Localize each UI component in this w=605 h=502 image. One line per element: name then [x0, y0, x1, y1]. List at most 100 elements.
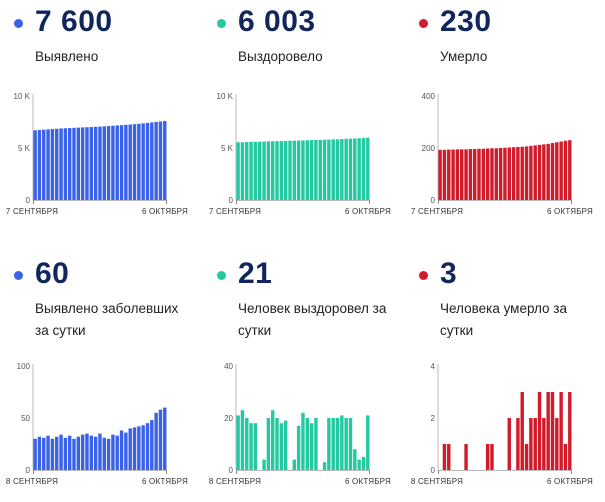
- bar: [119, 430, 124, 470]
- y-tick-label: 4: [431, 362, 436, 371]
- daily-number: 60: [35, 257, 70, 290]
- bar: [494, 148, 499, 200]
- bar: [93, 126, 98, 200]
- bar: [524, 146, 529, 200]
- bar: [111, 434, 115, 470]
- panel-recovered-daily: 21 Человек выздоровел за сутки 40 20 0 8 СЕ…: [203, 252, 403, 502]
- bar: [106, 438, 111, 470]
- bar: [507, 147, 511, 200]
- total-number: 230: [440, 5, 492, 38]
- bar: [503, 147, 507, 200]
- bar: [464, 149, 468, 200]
- bar: [55, 436, 59, 470]
- bar: [340, 139, 344, 200]
- bar: [550, 143, 555, 200]
- bar: [50, 438, 55, 470]
- metric-label: Выявлено: [35, 49, 99, 64]
- chart-cases-daily: 100 50 0 8 СЕНТЯБРЯ 6 ОКТЯБРЯ: [6, 362, 188, 486]
- y-tick-label: 0: [26, 196, 31, 205]
- bar: [348, 418, 353, 470]
- metric-label: Умерло: [440, 49, 488, 64]
- bar: [111, 125, 115, 200]
- metric-label: Человека умерло за сутки: [440, 301, 568, 338]
- total-number: 7 600: [35, 5, 113, 38]
- bar: [335, 139, 340, 200]
- x-tick-label-start: 7 СЕНТЯБРЯ: [6, 207, 58, 216]
- bar: [72, 438, 76, 470]
- bar: [309, 140, 314, 200]
- bar: [292, 140, 297, 200]
- metric-label: Выздоровело: [238, 49, 323, 64]
- y-tick-label: 5 K: [18, 144, 31, 153]
- y-tick-label: 0: [229, 196, 234, 205]
- daily-number: 21: [238, 257, 273, 290]
- bar: [102, 126, 106, 200]
- bar: [555, 418, 559, 470]
- bar: [361, 137, 366, 200]
- bar: [361, 457, 366, 470]
- bar: [542, 144, 546, 200]
- chart-recovered-daily: 40 20 0 8 СЕНТЯБРЯ 6 ОКТЯБРЯ: [209, 362, 391, 486]
- y-tick-label: 5 K: [221, 144, 234, 153]
- bar: [537, 392, 542, 470]
- legend-dot-icon: [217, 18, 226, 28]
- bar: [124, 432, 128, 470]
- bar: [520, 392, 524, 470]
- bar: [568, 140, 572, 200]
- x-tick-label-end: 6 ОКТЯБРЯ: [345, 207, 391, 216]
- bar: [42, 437, 46, 470]
- bar: [546, 143, 550, 200]
- bar: [102, 437, 106, 470]
- bar: [563, 444, 568, 470]
- y-tick-label: 0: [229, 466, 234, 475]
- bar: [145, 122, 150, 200]
- panel-header: 3: [419, 256, 457, 292]
- chart-deaths-daily: 4 2 0 8 СЕНТЯБРЯ 6 ОКТЯБРЯ: [411, 362, 593, 486]
- bar: [163, 120, 167, 200]
- bar: [344, 138, 348, 200]
- bar: [236, 415, 240, 470]
- bar: [314, 418, 318, 470]
- bar: [106, 126, 111, 200]
- bar: [485, 148, 490, 200]
- bar: [132, 124, 137, 200]
- bar: [266, 418, 271, 470]
- panel-header: 230: [419, 4, 492, 40]
- bar: [447, 444, 451, 470]
- bar: [353, 138, 357, 200]
- x-tick-label-start: 7 СЕНТЯБРЯ: [411, 207, 463, 216]
- y-tick-label: 10 K: [14, 92, 31, 101]
- bar: [296, 140, 301, 200]
- bar: [331, 139, 335, 200]
- y-tick-label: 0: [431, 466, 436, 475]
- metric-label: Выявлено заболевших за сутки: [35, 301, 179, 338]
- bar: [262, 141, 266, 200]
- x-tick-label-end: 6 ОКТЯБРЯ: [142, 207, 188, 216]
- bar: [322, 139, 327, 200]
- bar: [318, 139, 322, 200]
- bar: [249, 141, 253, 200]
- x-tick-label-start: 7 СЕНТЯБРЯ: [209, 207, 261, 216]
- bar: [485, 444, 490, 470]
- legend-dot-icon: [419, 18, 428, 28]
- bar: [262, 459, 266, 470]
- bar: [89, 435, 94, 470]
- bar: [279, 141, 284, 200]
- bar: [158, 121, 163, 200]
- bar: [236, 142, 240, 200]
- panel-header: 60: [14, 256, 69, 292]
- bar: [366, 415, 370, 470]
- chart-recovered-total: 10 K 5 K 0 7 СЕНТЯБРЯ 6 ОКТЯБРЯ: [209, 92, 391, 216]
- bar: [438, 149, 442, 200]
- x-tick-label-end: 6 ОКТЯБРЯ: [547, 207, 593, 216]
- bar: [42, 129, 46, 200]
- bar: [154, 412, 158, 470]
- bar: [253, 141, 258, 200]
- bar: [516, 418, 520, 470]
- x-tick-label-start: 8 СЕНТЯБРЯ: [411, 477, 463, 486]
- bar: [55, 128, 59, 200]
- bar: [76, 127, 81, 200]
- bar: [279, 423, 284, 470]
- bar: [524, 444, 529, 470]
- bar: [563, 140, 568, 200]
